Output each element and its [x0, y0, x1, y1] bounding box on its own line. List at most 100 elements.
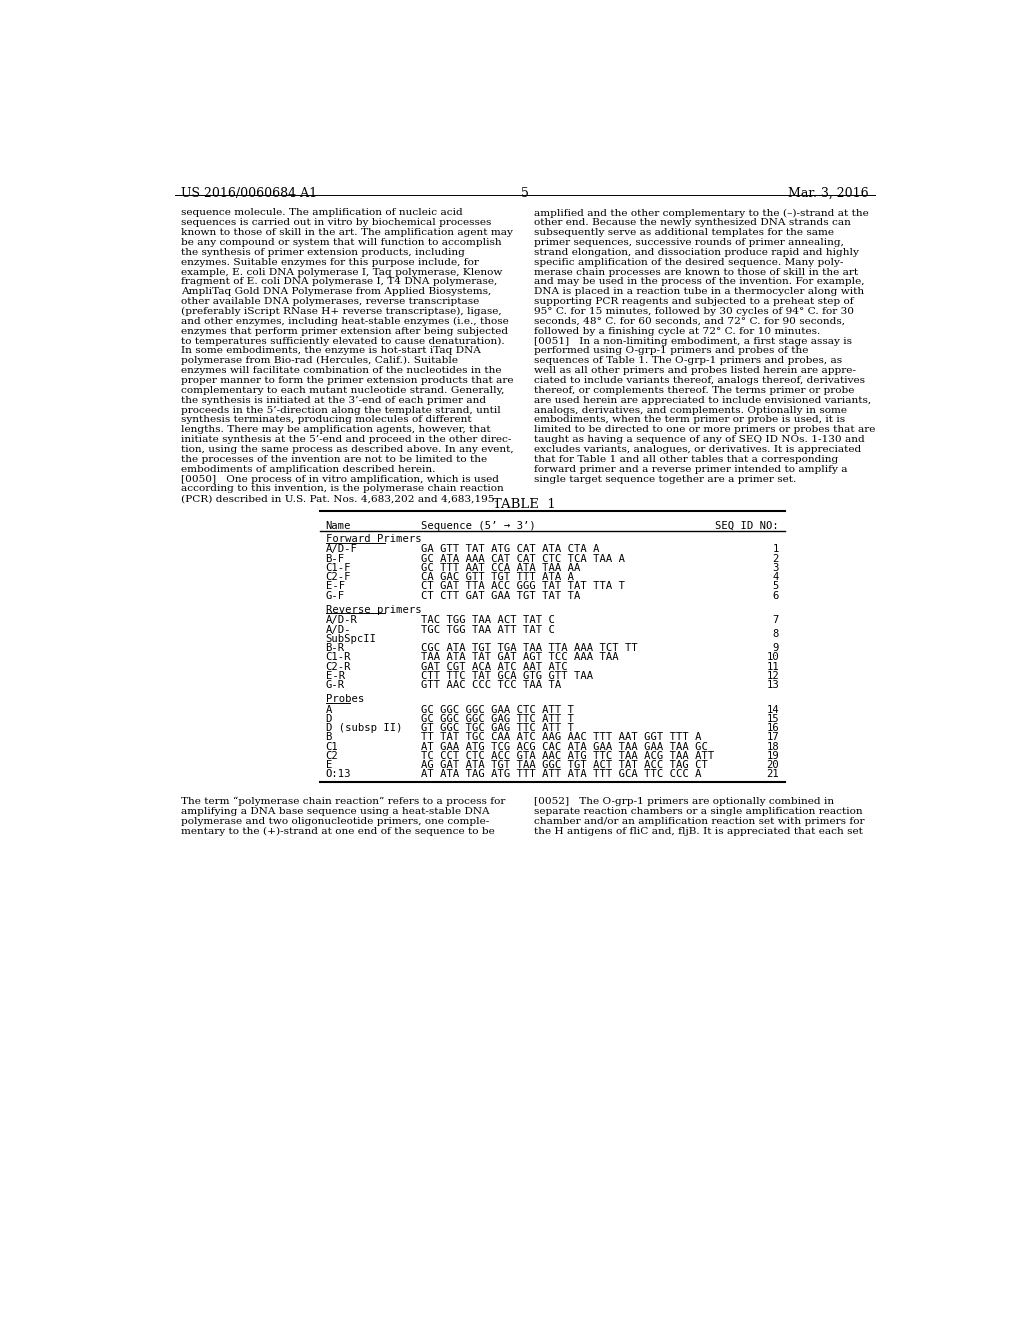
Text: SEQ ID NO:: SEQ ID NO: — [715, 520, 779, 531]
Text: TC CCT CTC ACC GTA AAC ATG TTC TAA ACG TAA ATT: TC CCT CTC ACC GTA AAC ATG TTC TAA ACG T… — [421, 751, 714, 760]
Text: be any compound or system that will function to accomplish: be any compound or system that will func… — [180, 238, 502, 247]
Text: 15: 15 — [766, 714, 779, 723]
Text: GC GGC GGC GAG TTC ATT T: GC GGC GGC GAG TTC ATT T — [421, 714, 573, 723]
Text: strand elongation, and dissociation produce rapid and highly: strand elongation, and dissociation prod… — [535, 248, 859, 257]
Text: and may be used in the process of the invention. For example,: and may be used in the process of the in… — [535, 277, 864, 286]
Text: TAC TGG TAA ACT TAT C: TAC TGG TAA ACT TAT C — [421, 615, 555, 626]
Text: amplified and the other complementary to the (–)-strand at the: amplified and the other complementary to… — [535, 209, 868, 218]
Text: merase chain processes are known to those of skill in the art: merase chain processes are known to thos… — [535, 268, 858, 277]
Text: Mar. 3, 2016: Mar. 3, 2016 — [788, 187, 869, 199]
Text: amplifying a DNA base sequence using a heat-stable DNA: amplifying a DNA base sequence using a h… — [180, 807, 489, 816]
Text: AG GAT ATA TGT TAA GGC TGT ACT TAT ACC TAG CT: AG GAT ATA TGT TAA GGC TGT ACT TAT ACC T… — [421, 760, 708, 770]
Text: 13: 13 — [766, 680, 779, 690]
Text: 14: 14 — [766, 705, 779, 714]
Text: to temperatures sufficiently elevated to cause denaturation).: to temperatures sufficiently elevated to… — [180, 337, 505, 346]
Text: 95° C. for 15 minutes, followed by 30 cycles of 94° C. for 30: 95° C. for 15 minutes, followed by 30 cy… — [535, 308, 854, 315]
Text: other end. Because the newly synthesized DNA strands can: other end. Because the newly synthesized… — [535, 218, 851, 227]
Text: C2: C2 — [326, 751, 338, 760]
Text: are used herein are appreciated to include envisioned variants,: are used herein are appreciated to inclu… — [535, 396, 871, 405]
Text: Sequence (5’ → 3’): Sequence (5’ → 3’) — [421, 520, 536, 531]
Text: the synthesis of primer extension products, including: the synthesis of primer extension produc… — [180, 248, 465, 257]
Text: the H antigens of fliC and, fljB. It is appreciated that each set: the H antigens of fliC and, fljB. It is … — [535, 826, 863, 836]
Text: specific amplification of the desired sequence. Many poly-: specific amplification of the desired se… — [535, 257, 844, 267]
Text: GT GGC TGC GAG TTC ATT T: GT GGC TGC GAG TTC ATT T — [421, 723, 573, 733]
Text: GC GGC GGC GAA CTC ATT T: GC GGC GGC GAA CTC ATT T — [421, 705, 573, 714]
Text: CGC ATA TGT TGA TAA TTA AAA TCT TT: CGC ATA TGT TGA TAA TTA AAA TCT TT — [421, 643, 638, 653]
Text: limited to be directed to one or more primers or probes that are: limited to be directed to one or more pr… — [535, 425, 876, 434]
Text: DNA is placed in a reaction tube in a thermocycler along with: DNA is placed in a reaction tube in a th… — [535, 288, 864, 296]
Text: separate reaction chambers or a single amplification reaction: separate reaction chambers or a single a… — [535, 807, 863, 816]
Text: enzymes will facilitate combination of the nucleotides in the: enzymes will facilitate combination of t… — [180, 366, 501, 375]
Text: 12: 12 — [766, 671, 779, 681]
Text: D (subsp II): D (subsp II) — [326, 723, 402, 733]
Text: 4: 4 — [773, 572, 779, 582]
Text: 1: 1 — [773, 544, 779, 554]
Text: chamber and/or an amplification reaction set with primers for: chamber and/or an amplification reaction… — [535, 817, 864, 826]
Text: 20: 20 — [766, 760, 779, 770]
Text: SubSpcII: SubSpcII — [326, 634, 377, 644]
Text: that for Table 1 and all other tables that a corresponding: that for Table 1 and all other tables th… — [535, 455, 839, 463]
Text: proceeds in the 5’-direction along the template strand, until: proceeds in the 5’-direction along the t… — [180, 405, 501, 414]
Text: thereof, or complements thereof. The terms primer or probe: thereof, or complements thereof. The ter… — [535, 385, 854, 395]
Text: G-F: G-F — [326, 590, 345, 601]
Text: known to those of skill in the art. The amplification agent may: known to those of skill in the art. The … — [180, 228, 513, 238]
Text: [0052]   The O-grp-1 primers are optionally combined in: [0052] The O-grp-1 primers are optionall… — [535, 797, 835, 807]
Text: (preferably iScript RNase H+ reverse transcriptase), ligase,: (preferably iScript RNase H+ reverse tra… — [180, 308, 502, 315]
Text: GC ATA AAA CAT CAT CTC TCA TAA A: GC ATA AAA CAT CAT CTC TCA TAA A — [421, 553, 625, 564]
Text: 6: 6 — [773, 590, 779, 601]
Text: E: E — [326, 760, 332, 770]
Text: US 2016/0060684 A1: US 2016/0060684 A1 — [180, 187, 316, 199]
Text: AT ATA TAG ATG TTT ATT ATA TTT GCA TTC CCC A: AT ATA TAG ATG TTT ATT ATA TTT GCA TTC C… — [421, 770, 701, 779]
Text: TGC TGG TAA ATT TAT C: TGC TGG TAA ATT TAT C — [421, 624, 555, 635]
Text: [0050]   One process of in vitro amplification, which is used: [0050] One process of in vitro amplifica… — [180, 475, 499, 483]
Text: B-F: B-F — [326, 553, 345, 564]
Text: O:13: O:13 — [326, 770, 351, 779]
Text: 11: 11 — [766, 661, 779, 672]
Text: E-R: E-R — [326, 671, 345, 681]
Text: CT CTT GAT GAA TGT TAT TA: CT CTT GAT GAA TGT TAT TA — [421, 590, 581, 601]
Text: C2-R: C2-R — [326, 661, 351, 672]
Text: performed using O-grp-1 primers and probes of the: performed using O-grp-1 primers and prob… — [535, 346, 809, 355]
Text: sequence molecule. The amplification of nucleic acid: sequence molecule. The amplification of … — [180, 209, 463, 218]
Text: sequences is carried out in vitro by biochemical processes: sequences is carried out in vitro by bio… — [180, 218, 492, 227]
Text: TT TAT TGC CAA ATC AAG AAC TTT AAT GGT TTT A: TT TAT TGC CAA ATC AAG AAC TTT AAT GGT T… — [421, 733, 701, 742]
Text: Reverse primers: Reverse primers — [326, 605, 421, 615]
Text: followed by a finishing cycle at 72° C. for 10 minutes.: followed by a finishing cycle at 72° C. … — [535, 327, 820, 335]
Text: polymerase and two oligonucleotide primers, one comple-: polymerase and two oligonucleotide prime… — [180, 817, 488, 826]
Text: proper manner to form the primer extension products that are: proper manner to form the primer extensi… — [180, 376, 513, 385]
Text: excludes variants, analogues, or derivatives. It is appreciated: excludes variants, analogues, or derivat… — [535, 445, 861, 454]
Text: initiate synthesis at the 5’-end and proceed in the other direc-: initiate synthesis at the 5’-end and pro… — [180, 436, 511, 444]
Text: mentary to the (+)-strand at one end of the sequence to be: mentary to the (+)-strand at one end of … — [180, 826, 495, 836]
Text: 10: 10 — [766, 652, 779, 663]
Text: enzymes that perform primer extension after being subjected: enzymes that perform primer extension af… — [180, 327, 508, 335]
Text: CA GAC GTT TGT TTT ATA A: CA GAC GTT TGT TTT ATA A — [421, 572, 573, 582]
Text: A/D-R: A/D-R — [326, 615, 357, 626]
Text: 8: 8 — [773, 630, 779, 639]
Text: 17: 17 — [766, 733, 779, 742]
Text: [0051]   In a non-limiting embodiment, a first stage assay is: [0051] In a non-limiting embodiment, a f… — [535, 337, 852, 346]
Text: tion, using the same process as described above. In any event,: tion, using the same process as describe… — [180, 445, 513, 454]
Text: fragment of E. coli DNA polymerase I, T4 DNA polymerase,: fragment of E. coli DNA polymerase I, T4… — [180, 277, 497, 286]
Text: D: D — [326, 714, 332, 723]
Text: TAA ATA TAT GAT AGT TCC AAA TAA: TAA ATA TAT GAT AGT TCC AAA TAA — [421, 652, 618, 663]
Text: A/D-F: A/D-F — [326, 544, 357, 554]
Text: TABLE  1: TABLE 1 — [494, 498, 556, 511]
Text: other available DNA polymerases, reverse transcriptase: other available DNA polymerases, reverse… — [180, 297, 479, 306]
Text: the synthesis is initiated at the 3’-end of each primer and: the synthesis is initiated at the 3’-end… — [180, 396, 485, 405]
Text: well as all other primers and probes listed herein are appre-: well as all other primers and probes lis… — [535, 366, 856, 375]
Text: 3: 3 — [773, 562, 779, 573]
Text: GC TTT AAT CCA ATA TAA AA: GC TTT AAT CCA ATA TAA AA — [421, 562, 581, 573]
Text: enzymes. Suitable enzymes for this purpose include, for: enzymes. Suitable enzymes for this purpo… — [180, 257, 478, 267]
Text: B-R: B-R — [326, 643, 345, 653]
Text: 19: 19 — [766, 751, 779, 760]
Text: AmpliTaq Gold DNA Polymerase from Applied Biosystems,: AmpliTaq Gold DNA Polymerase from Applie… — [180, 288, 490, 296]
Text: single target sequence together are a primer set.: single target sequence together are a pr… — [535, 475, 797, 483]
Text: the processes of the invention are not to be limited to the: the processes of the invention are not t… — [180, 455, 486, 463]
Text: ciated to include variants thereof, analogs thereof, derivatives: ciated to include variants thereof, anal… — [535, 376, 865, 385]
Text: complementary to each mutant nucleotide strand. Generally,: complementary to each mutant nucleotide … — [180, 385, 504, 395]
Text: GA GTT TAT ATG CAT ATA CTA A: GA GTT TAT ATG CAT ATA CTA A — [421, 544, 599, 554]
Text: CT GAT TTA ACC GGG TAT TAT TTA T: CT GAT TTA ACC GGG TAT TAT TTA T — [421, 581, 625, 591]
Text: Probes: Probes — [326, 694, 364, 704]
Text: Forward Primers: Forward Primers — [326, 533, 421, 544]
Text: A: A — [326, 705, 332, 714]
